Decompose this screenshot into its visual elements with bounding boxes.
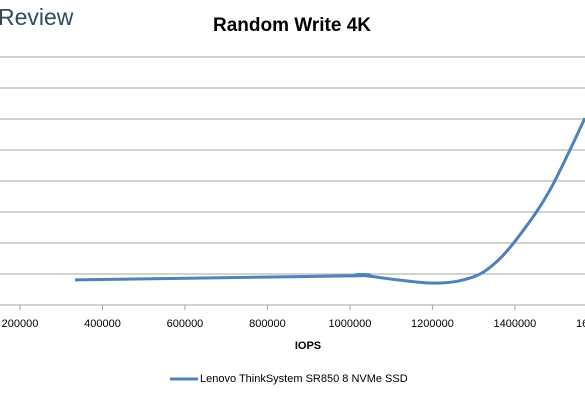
x-tick-label: 400000 bbox=[84, 318, 121, 330]
x-tick-label: 1200000 bbox=[411, 318, 454, 330]
data-line bbox=[74, 117, 585, 285]
x-tick-label: 600000 bbox=[167, 318, 204, 330]
x-tick-label: 1600000 bbox=[576, 318, 585, 330]
x-tick-label: 1400000 bbox=[493, 318, 536, 330]
watermark: Review bbox=[0, 4, 74, 30]
x-tick-label: 800000 bbox=[249, 318, 286, 330]
chart-title: Random Write 4K bbox=[213, 15, 371, 36]
x-tick-label: 1000000 bbox=[329, 318, 372, 330]
x-axis-label: IOPS bbox=[295, 340, 321, 352]
x-tick-label: 200000 bbox=[2, 318, 39, 330]
legend-label: Lenovo ThinkSystem SR850 8 NVMe SSD bbox=[200, 373, 408, 385]
